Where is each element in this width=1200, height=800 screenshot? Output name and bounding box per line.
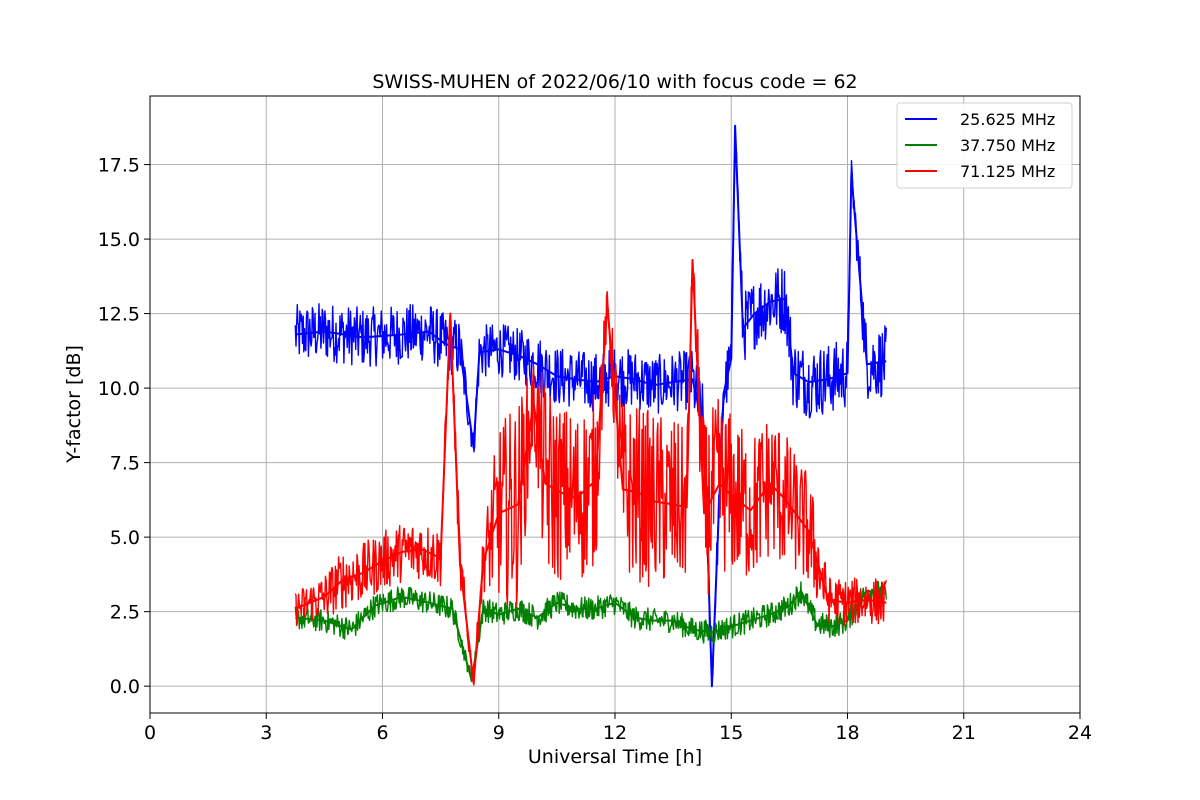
x-tick-label: 3 xyxy=(260,722,272,744)
x-axis-title: Universal Time [h] xyxy=(528,746,702,768)
series-line xyxy=(294,581,887,683)
x-tick-label: 24 xyxy=(1068,722,1092,744)
legend-label: 71.125 MHz xyxy=(960,162,1055,181)
x-tick-label: 21 xyxy=(952,722,976,744)
x-tick-label: 12 xyxy=(603,722,627,744)
x-tick-label: 9 xyxy=(493,722,505,744)
y-tick-label: 12.5 xyxy=(98,304,140,326)
y-tick-label: 7.5 xyxy=(110,453,140,475)
legend-label: 37.750 MHz xyxy=(960,136,1055,155)
legend-box xyxy=(896,102,1073,189)
y-tick-label: 17.5 xyxy=(98,155,140,177)
x-tick-label: 6 xyxy=(376,722,388,744)
y-tick-label: 5.0 xyxy=(110,527,140,549)
x-axis: 0 3 6 9 12 15 18 21 24 xyxy=(144,713,1092,744)
chart-title: SWISS-MUHEN of 2022/06/10 with focus cod… xyxy=(372,71,857,93)
x-tick-label: 15 xyxy=(719,722,743,744)
legend: 25.625 MHz 37.750 MHz 71.125 MHz xyxy=(896,102,1073,189)
x-tick-label: 0 xyxy=(144,722,156,744)
series-line xyxy=(294,124,887,688)
y-axis: 0.0 2.5 5.0 7.5 10.0 12.5 15.0 17.5 xyxy=(98,155,150,698)
y-tick-label: 2.5 xyxy=(110,602,140,624)
series-layer xyxy=(294,124,887,688)
y-tick-label: 0.0 xyxy=(110,676,140,698)
series-line xyxy=(294,258,887,686)
x-tick-label: 18 xyxy=(835,722,859,744)
y-tick-label: 10.0 xyxy=(98,378,140,400)
legend-label: 25.625 MHz xyxy=(960,110,1055,129)
y-axis-title: Y-factor [dB] xyxy=(63,345,85,464)
y-tick-label: 15.0 xyxy=(98,229,140,251)
